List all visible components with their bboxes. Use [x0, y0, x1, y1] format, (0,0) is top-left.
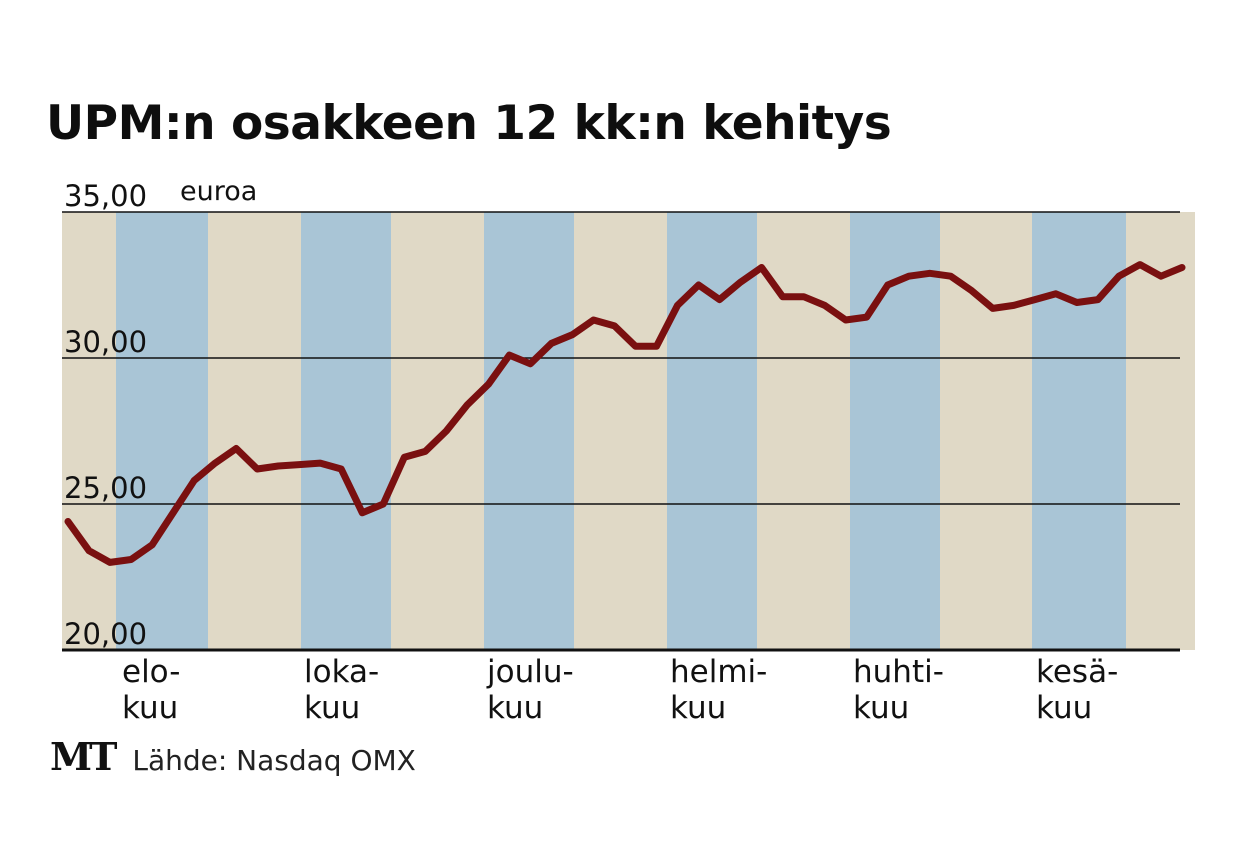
month-band-beige [62, 212, 116, 650]
month-band-blue [1032, 212, 1126, 650]
month-band-blue [116, 212, 208, 650]
series-layer [64, 261, 1186, 566]
x-month-label: kuu [670, 690, 726, 726]
month-band-blue [301, 212, 391, 650]
month-band-blue [850, 212, 940, 650]
x-month-label: kuu [487, 690, 543, 726]
y-tick-label: 20,00 [64, 617, 147, 651]
month-band-beige [391, 212, 484, 650]
y-axis-ticks: 20,00 25,00 30,00 35,00 [64, 179, 147, 651]
y-tick-label: 25,00 [64, 471, 147, 505]
month-bands [62, 212, 1195, 650]
x-month-label: kuu [304, 690, 360, 726]
x-month-label: joulu- [486, 654, 574, 690]
price-line [64, 261, 1186, 566]
y-tick-label: 30,00 [64, 325, 147, 359]
month-band-beige [574, 212, 667, 650]
month-band-beige [208, 212, 301, 650]
month-band-beige [940, 212, 1032, 650]
x-month-label: kuu [853, 690, 909, 726]
month-band-blue [484, 212, 574, 650]
x-month-label: huhti- [853, 654, 944, 690]
x-month-label: helmi- [670, 654, 767, 690]
mt-logo: MT [50, 734, 117, 779]
source-line: MT Lähde: Nasdaq OMX [50, 734, 416, 779]
x-axis-month-labels: elo-kuuloka-kuujoulu-kuuhelmi-kuuhuhti-k… [122, 654, 1118, 726]
x-month-label: kesä- [1036, 654, 1118, 690]
chart-title: UPM:n osakkeen 12 kk:n kehitys [46, 96, 892, 151]
x-month-label: kuu [1036, 690, 1092, 726]
x-month-label: elo- [122, 654, 180, 690]
x-month-label: loka- [304, 654, 379, 690]
month-band-beige [1126, 212, 1195, 650]
source-text: Lähde: Nasdaq OMX [132, 744, 416, 777]
y-tick-label: 35,00 [64, 179, 147, 213]
x-month-label: kuu [122, 690, 178, 726]
gridlines [62, 211, 1180, 652]
y-unit-label: euroa [180, 176, 257, 207]
